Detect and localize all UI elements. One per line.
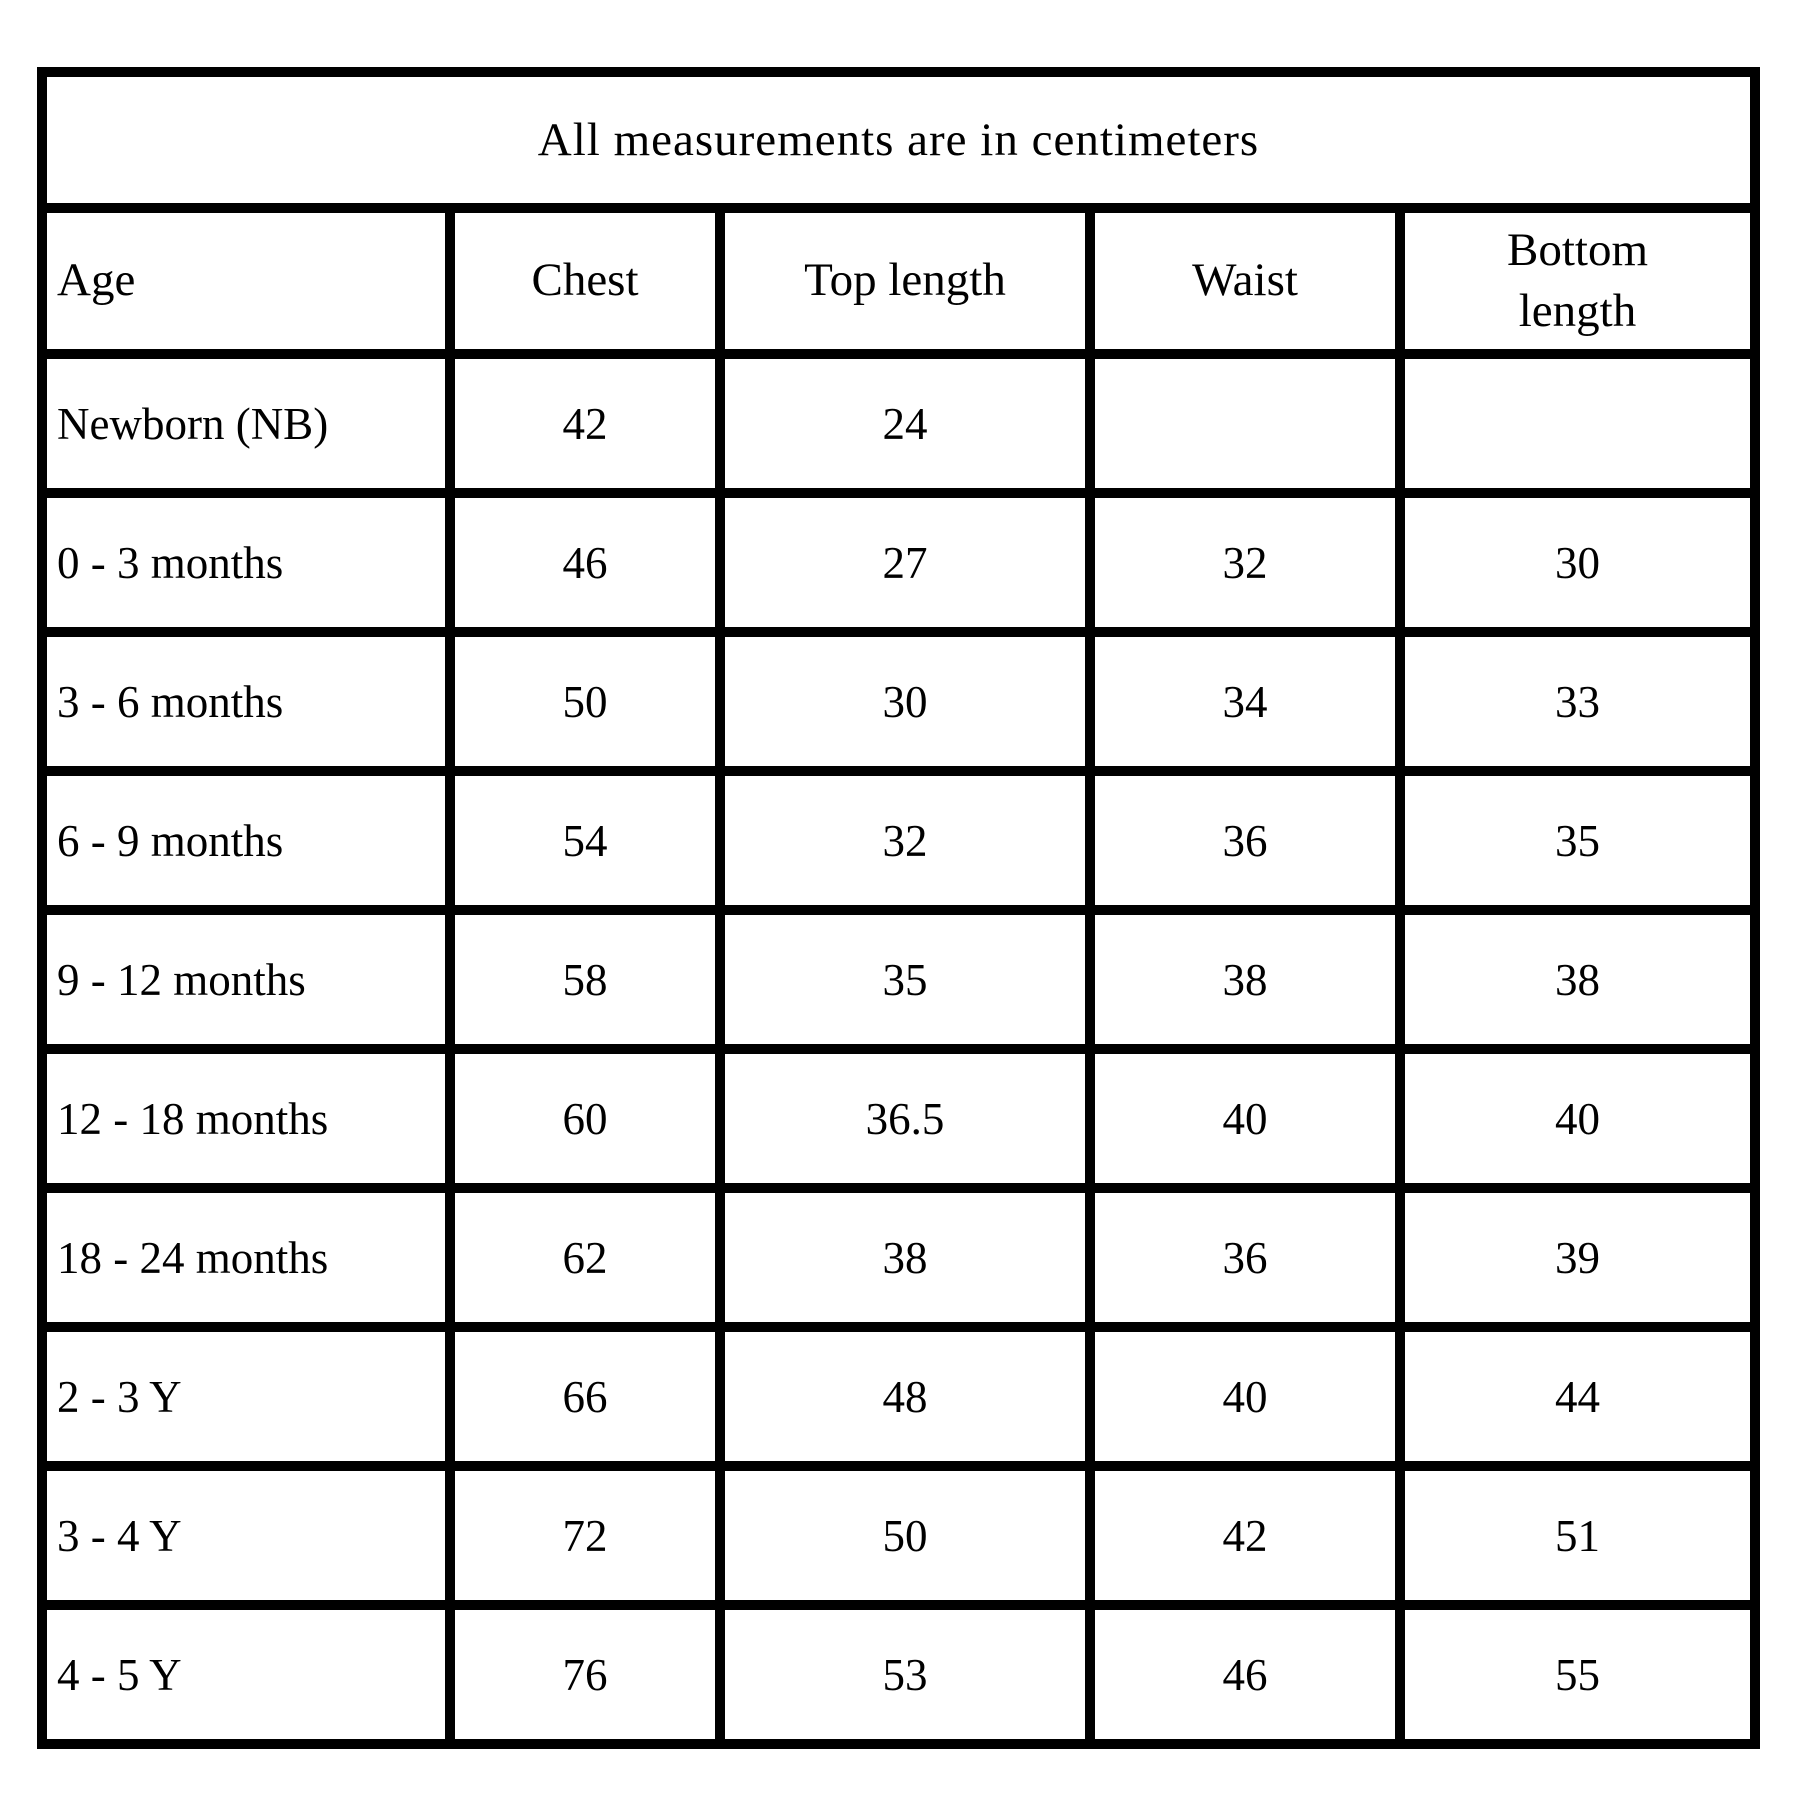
waist-value: 42 xyxy=(1085,1461,1405,1610)
age-label: 9 - 12 months xyxy=(37,905,455,1054)
age-label: Newborn (NB) xyxy=(37,349,455,498)
top-length-value: 32 xyxy=(715,766,1095,915)
bottom-length-value: 40 xyxy=(1395,1044,1760,1193)
column-header-bottom-length: Bottom length xyxy=(1395,203,1760,359)
age-label: 6 - 9 months xyxy=(37,766,455,915)
waist-value: 40 xyxy=(1085,1322,1405,1471)
bottom-length-value xyxy=(1395,349,1760,498)
chest-value: 58 xyxy=(445,905,725,1054)
bottom-length-value: 35 xyxy=(1395,766,1760,915)
waist-value: 36 xyxy=(1085,1183,1405,1332)
waist-value: 34 xyxy=(1085,627,1405,776)
table-title-row: All measurements are in centimeters xyxy=(37,67,1760,213)
table-row-12-18-months: 12 - 18 months 60 36.5 40 40 xyxy=(37,1044,1760,1193)
age-label: 2 - 3 Y xyxy=(37,1322,455,1471)
column-header-top-length: Top length xyxy=(715,203,1095,359)
top-length-value: 27 xyxy=(715,488,1095,637)
chest-value: 72 xyxy=(445,1461,725,1610)
top-length-value: 36.5 xyxy=(715,1044,1095,1193)
column-header-chest: Chest xyxy=(445,203,725,359)
column-header-waist: Waist xyxy=(1085,203,1405,359)
table-row-3-4-y: 3 - 4 Y 72 50 42 51 xyxy=(37,1461,1760,1610)
chest-value: 46 xyxy=(445,488,725,637)
top-length-value: 38 xyxy=(715,1183,1095,1332)
top-length-value: 30 xyxy=(715,627,1095,776)
chest-value: 76 xyxy=(445,1600,725,1749)
top-length-value: 53 xyxy=(715,1600,1095,1749)
chest-value: 42 xyxy=(445,349,725,498)
table-row-newborn: Newborn (NB) 42 24 xyxy=(37,349,1760,498)
top-length-value: 48 xyxy=(715,1322,1095,1471)
age-label: 0 - 3 months xyxy=(37,488,455,637)
size-chart-table: All measurements are in centimeters Age … xyxy=(37,67,1760,1749)
age-label: 4 - 5 Y xyxy=(37,1600,455,1749)
waist-value: 38 xyxy=(1085,905,1405,1054)
waist-value xyxy=(1085,349,1405,498)
column-header-age: Age xyxy=(37,203,455,359)
table-header-row: Age Chest Top length Waist Bottom length xyxy=(37,203,1760,359)
waist-value: 46 xyxy=(1085,1600,1405,1749)
top-length-value: 24 xyxy=(715,349,1095,498)
table-row-4-5-y: 4 - 5 Y 76 53 46 55 xyxy=(37,1600,1760,1749)
bottom-length-value: 30 xyxy=(1395,488,1760,637)
table-row-9-12-months: 9 - 12 months 58 35 38 38 xyxy=(37,905,1760,1054)
chest-value: 66 xyxy=(445,1322,725,1471)
table-row-2-3-y: 2 - 3 Y 66 48 40 44 xyxy=(37,1322,1760,1471)
bottom-length-value: 44 xyxy=(1395,1322,1760,1471)
table-row-3-6-months: 3 - 6 months 50 30 34 33 xyxy=(37,627,1760,776)
table-row-0-3-months: 0 - 3 months 46 27 32 30 xyxy=(37,488,1760,637)
bottom-length-value: 55 xyxy=(1395,1600,1760,1749)
age-label: 12 - 18 months xyxy=(37,1044,455,1193)
bottom-length-value: 33 xyxy=(1395,627,1760,776)
age-label: 3 - 4 Y xyxy=(37,1461,455,1610)
waist-value: 40 xyxy=(1085,1044,1405,1193)
age-label: 3 - 6 months xyxy=(37,627,455,776)
bottom-length-value: 39 xyxy=(1395,1183,1760,1332)
top-length-value: 35 xyxy=(715,905,1095,1054)
bottom-length-value: 38 xyxy=(1395,905,1760,1054)
chest-value: 62 xyxy=(445,1183,725,1332)
table-row-6-9-months: 6 - 9 months 54 32 36 35 xyxy=(37,766,1760,915)
chest-value: 54 xyxy=(445,766,725,915)
top-length-value: 50 xyxy=(715,1461,1095,1610)
table-title: All measurements are in centimeters xyxy=(37,67,1760,213)
chest-value: 60 xyxy=(445,1044,725,1193)
waist-value: 32 xyxy=(1085,488,1405,637)
table-row-18-24-months: 18 - 24 months 62 38 36 39 xyxy=(37,1183,1760,1332)
chest-value: 50 xyxy=(445,627,725,776)
age-label: 18 - 24 months xyxy=(37,1183,455,1332)
waist-value: 36 xyxy=(1085,766,1405,915)
bottom-length-value: 51 xyxy=(1395,1461,1760,1610)
